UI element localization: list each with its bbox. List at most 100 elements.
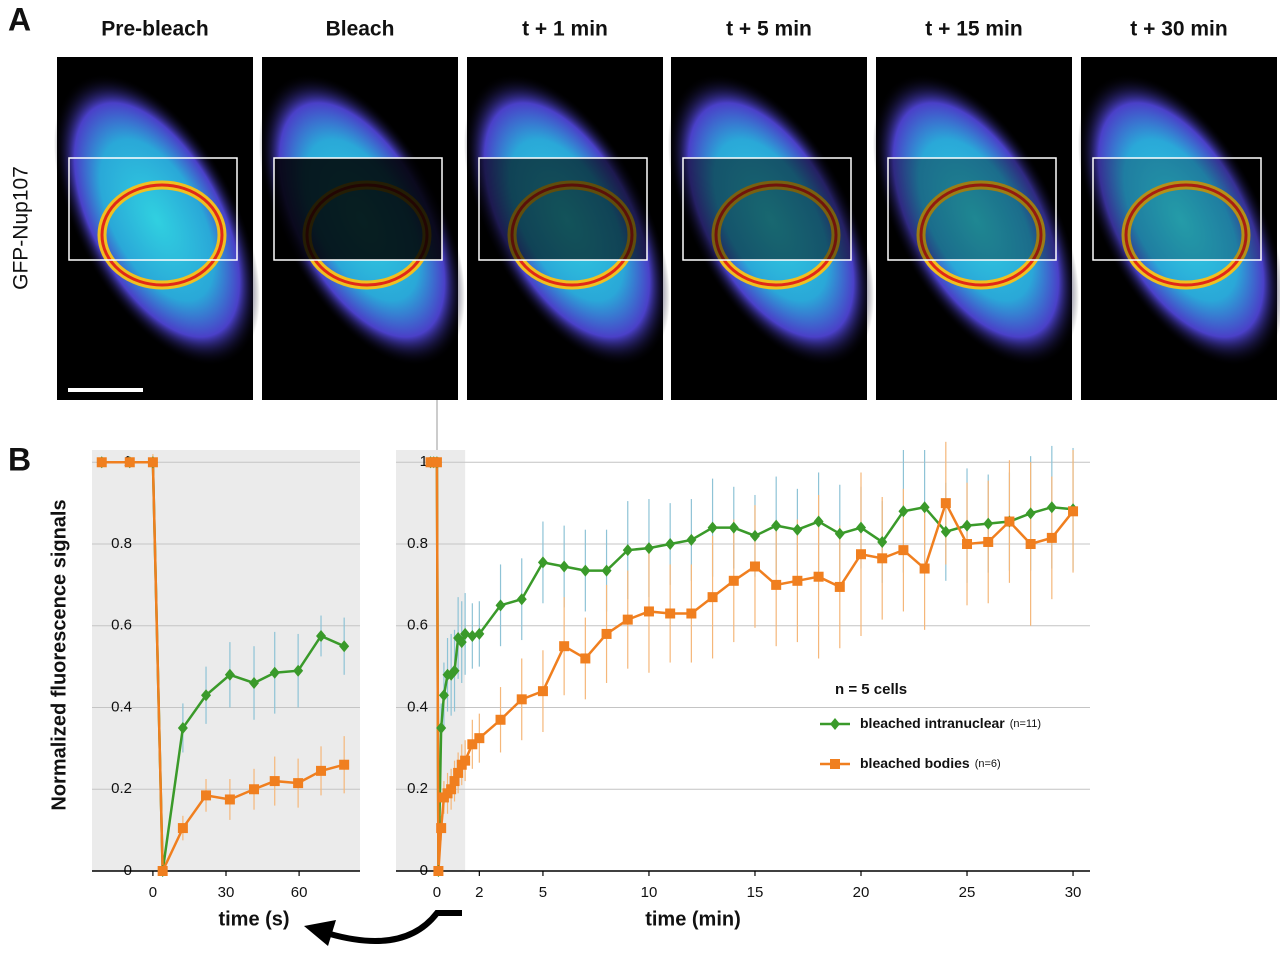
x-tick-label: 30: [218, 884, 235, 901]
marker: [495, 599, 506, 612]
marker: [940, 498, 951, 509]
marker: [962, 539, 973, 550]
marker: [1046, 501, 1057, 514]
marker: [249, 784, 260, 795]
legend-marker: [830, 759, 840, 769]
legend-label: bleached bodies (n=6): [860, 755, 1001, 771]
marker: [940, 525, 951, 538]
marker: [147, 457, 158, 468]
marker: [316, 629, 327, 642]
cell: [1077, 73, 1280, 367]
legend-marker: [830, 718, 840, 730]
marker: [877, 535, 888, 548]
marker: [431, 457, 442, 468]
micrograph: [258, 57, 466, 400]
marker: [622, 614, 633, 625]
y-tick-label: 0.6: [407, 617, 428, 634]
marker: [559, 560, 570, 573]
marker: [813, 571, 824, 582]
marker: [643, 542, 654, 555]
marker: [792, 523, 803, 536]
marker: [686, 533, 697, 546]
lines: [430, 461, 1075, 872]
marker: [898, 505, 909, 518]
marker: [201, 790, 212, 801]
marker: [460, 755, 471, 766]
marker: [449, 664, 460, 677]
marker: [460, 627, 471, 640]
y-tick-label: 0.8: [407, 535, 428, 552]
marker: [224, 668, 235, 681]
marker: [919, 563, 930, 574]
marker: [643, 606, 654, 617]
nuclear-rim-core: [100, 183, 224, 287]
marker: [537, 686, 548, 697]
marker: [665, 538, 676, 551]
panel-label: A: [8, 1, 31, 37]
marker: [339, 640, 350, 653]
image-title: t + 5 min: [726, 18, 812, 41]
marker: [495, 714, 506, 725]
bleach-region: [888, 158, 1056, 260]
bleach-region: [479, 158, 647, 260]
y-tick-label: 1: [420, 453, 428, 470]
y-tick-label: 0.4: [111, 698, 132, 715]
marker: [96, 457, 107, 468]
marker: [834, 527, 845, 540]
marker: [201, 689, 212, 702]
image-title: Pre-bleach: [101, 18, 208, 41]
roi-box: [682, 157, 852, 261]
marker: [269, 776, 280, 787]
x-tick-label: 30: [1065, 884, 1082, 901]
roi-box: [273, 157, 443, 261]
marker: [537, 556, 548, 569]
marker: [436, 823, 447, 834]
arrow: [329, 910, 462, 944]
y-axis-label: Normalized fluorescence signals: [48, 499, 70, 810]
image-title: t + 15 min: [925, 18, 1022, 41]
marker: [686, 608, 697, 619]
y-tick-label: 0.4: [407, 698, 428, 715]
marker: [177, 721, 188, 734]
y-tick-label: 0.2: [111, 780, 132, 797]
cell: [53, 73, 261, 367]
marker: [1046, 532, 1057, 543]
panel-label: B: [8, 441, 31, 477]
x-tick-label: 25: [959, 884, 976, 901]
marker: [467, 739, 478, 750]
marker: [1025, 507, 1036, 520]
marker: [855, 521, 866, 534]
marker: [601, 564, 612, 577]
marker: [983, 517, 994, 530]
marker: [316, 765, 327, 776]
x-tick-label: 0: [149, 884, 157, 901]
nuclear-rim-core: [919, 183, 1043, 287]
image-row: Pre-bleach Bleach t + 1 min t + 5 min t + 15…: [53, 18, 1280, 400]
marker: [962, 519, 973, 532]
errors: [429, 441, 1074, 841]
legend-title: n = 5 cells: [835, 681, 907, 698]
x-tick-label: 0: [433, 884, 441, 901]
roi-box: [887, 157, 1057, 261]
marker: [834, 581, 845, 592]
marker: [707, 592, 718, 603]
legend-note: (n=11): [1010, 718, 1041, 730]
marker: [474, 627, 485, 640]
marker: [728, 521, 739, 534]
marker: [269, 666, 280, 679]
x-tick-label: 15: [747, 884, 764, 901]
marker: [559, 641, 570, 652]
micrograph: [463, 57, 671, 400]
marker: [813, 515, 824, 528]
marker: [453, 767, 464, 778]
marker: [456, 636, 467, 649]
marker: [293, 778, 304, 789]
plot-bg: [92, 450, 360, 871]
marker: [898, 545, 909, 556]
marker: [446, 784, 457, 795]
legend-label: bleached intranuclear (n=11): [860, 715, 1041, 731]
marker: [580, 564, 591, 577]
marker: [919, 501, 930, 514]
